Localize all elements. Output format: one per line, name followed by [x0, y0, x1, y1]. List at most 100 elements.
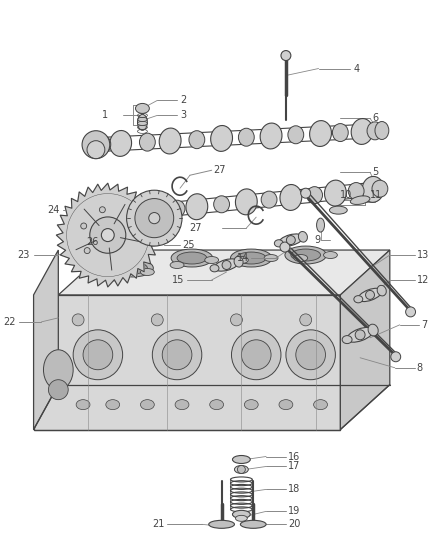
Ellipse shape [84, 248, 90, 254]
Ellipse shape [152, 314, 163, 326]
Ellipse shape [329, 206, 347, 214]
Text: 19: 19 [288, 506, 300, 516]
Ellipse shape [236, 515, 247, 521]
Text: 13: 13 [417, 250, 429, 260]
Ellipse shape [348, 183, 364, 199]
Ellipse shape [135, 199, 174, 238]
Text: 16: 16 [288, 451, 300, 462]
Ellipse shape [127, 190, 182, 246]
Polygon shape [57, 183, 159, 287]
Text: 20: 20 [288, 519, 300, 529]
Ellipse shape [118, 262, 147, 274]
Ellipse shape [358, 288, 382, 302]
Ellipse shape [286, 330, 336, 379]
Text: 8: 8 [417, 363, 423, 373]
Ellipse shape [240, 520, 266, 528]
Ellipse shape [101, 229, 114, 241]
Ellipse shape [354, 296, 363, 303]
Ellipse shape [214, 196, 230, 213]
Ellipse shape [83, 340, 113, 370]
Ellipse shape [43, 350, 73, 390]
Text: 3: 3 [180, 110, 186, 120]
Ellipse shape [244, 400, 258, 410]
Ellipse shape [279, 234, 303, 246]
Ellipse shape [294, 255, 307, 262]
Ellipse shape [177, 252, 207, 264]
Ellipse shape [81, 223, 87, 229]
Ellipse shape [362, 176, 384, 203]
Text: 5: 5 [372, 167, 378, 177]
Ellipse shape [141, 400, 154, 410]
Ellipse shape [367, 122, 383, 140]
Ellipse shape [375, 122, 389, 140]
Text: 14: 14 [237, 253, 249, 263]
Ellipse shape [237, 252, 266, 264]
Text: 18: 18 [288, 484, 300, 495]
Ellipse shape [169, 200, 185, 217]
Ellipse shape [87, 141, 105, 159]
Text: 9: 9 [314, 235, 321, 245]
Ellipse shape [281, 51, 291, 61]
Text: 22: 22 [3, 317, 16, 327]
Ellipse shape [233, 511, 250, 518]
Ellipse shape [90, 217, 126, 253]
Ellipse shape [317, 218, 325, 232]
Ellipse shape [310, 120, 332, 147]
Text: 15: 15 [172, 275, 184, 285]
Ellipse shape [355, 330, 365, 340]
Ellipse shape [211, 125, 233, 151]
Ellipse shape [152, 330, 202, 379]
Ellipse shape [237, 465, 245, 473]
Ellipse shape [162, 340, 192, 370]
Polygon shape [34, 250, 58, 430]
Ellipse shape [238, 128, 254, 146]
Ellipse shape [285, 246, 326, 264]
Polygon shape [34, 295, 340, 430]
Text: 27: 27 [214, 165, 226, 175]
Ellipse shape [342, 336, 352, 344]
Text: 7: 7 [421, 320, 428, 330]
Ellipse shape [159, 128, 181, 154]
Ellipse shape [391, 352, 401, 362]
Ellipse shape [264, 255, 278, 262]
Ellipse shape [314, 400, 328, 410]
Ellipse shape [368, 324, 378, 336]
Ellipse shape [406, 307, 416, 317]
Ellipse shape [332, 124, 348, 142]
Text: 6: 6 [372, 114, 378, 123]
Ellipse shape [82, 131, 110, 159]
Ellipse shape [141, 269, 154, 276]
Ellipse shape [230, 314, 242, 326]
Ellipse shape [112, 259, 153, 277]
Ellipse shape [175, 400, 189, 410]
Ellipse shape [210, 265, 219, 272]
Ellipse shape [186, 194, 208, 220]
Ellipse shape [49, 379, 68, 400]
Ellipse shape [234, 256, 243, 267]
Polygon shape [58, 250, 390, 295]
Text: 26: 26 [87, 237, 99, 247]
Ellipse shape [280, 242, 290, 252]
Ellipse shape [95, 135, 111, 154]
Text: 10: 10 [340, 190, 353, 200]
Text: 24: 24 [47, 205, 59, 215]
Ellipse shape [110, 131, 131, 156]
Ellipse shape [372, 180, 388, 197]
Ellipse shape [138, 115, 147, 131]
Ellipse shape [325, 180, 346, 206]
Ellipse shape [280, 184, 302, 211]
Ellipse shape [307, 187, 322, 204]
Ellipse shape [279, 400, 293, 410]
Ellipse shape [301, 188, 311, 198]
Text: 2: 2 [180, 95, 186, 106]
Ellipse shape [215, 259, 239, 271]
Ellipse shape [377, 285, 386, 296]
Ellipse shape [288, 126, 304, 144]
Ellipse shape [139, 133, 155, 151]
Text: 27: 27 [189, 223, 202, 233]
Ellipse shape [324, 252, 337, 259]
Ellipse shape [300, 314, 311, 326]
Ellipse shape [241, 340, 271, 370]
Ellipse shape [135, 103, 149, 114]
Ellipse shape [210, 400, 223, 410]
